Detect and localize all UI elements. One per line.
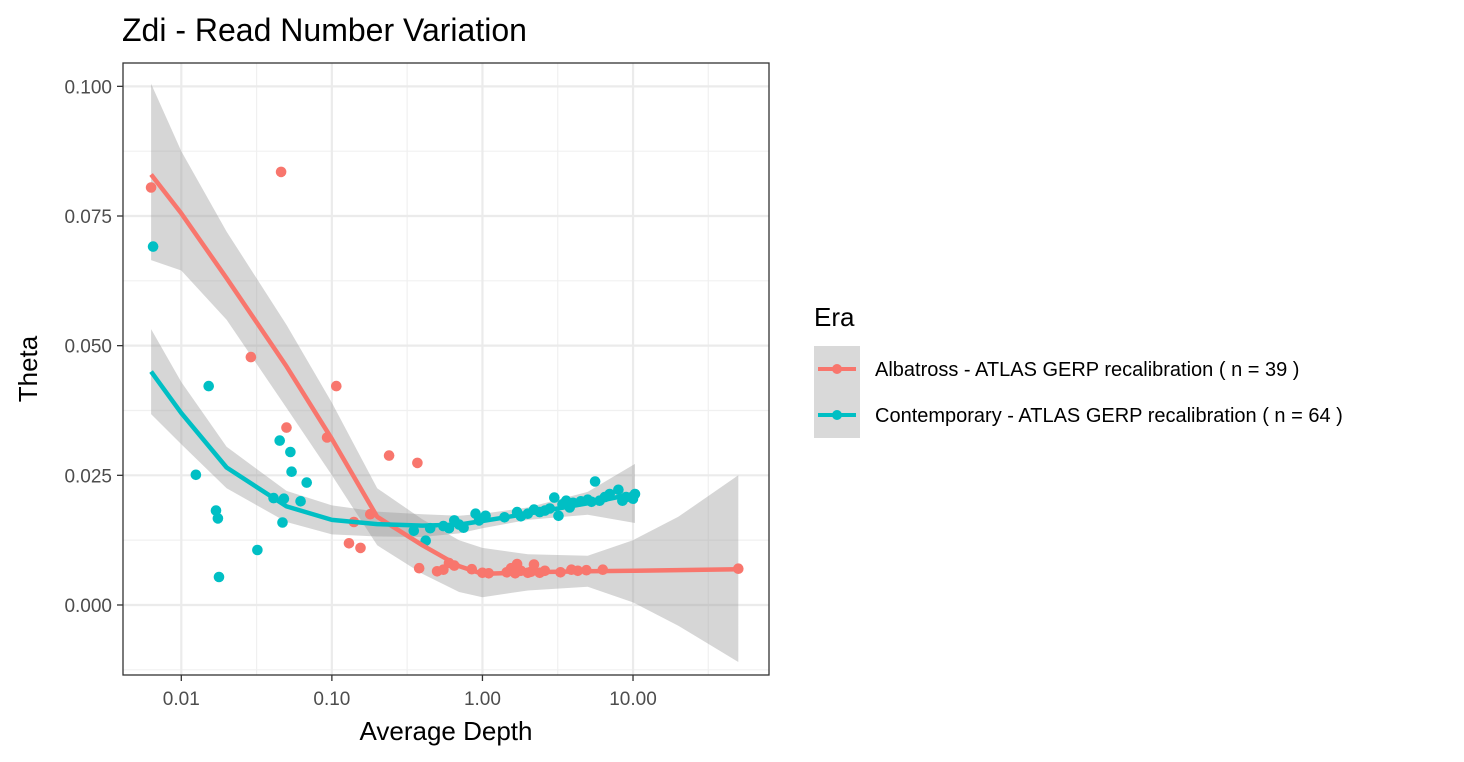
x-tick-label: 10.00 [609, 689, 657, 710]
data-point-contemporary [212, 513, 224, 524]
confidence-band-contemporary [151, 329, 635, 537]
data-point-contemporary [203, 380, 214, 392]
data-point-albatross [343, 538, 355, 549]
x-axis-title: Average Depth [360, 716, 533, 746]
data-point-albatross [281, 422, 292, 433]
y-axis: 0.000 0.025 0.050 0.075 0.100 [64, 77, 123, 617]
smooth-lines [149, 173, 739, 577]
data-point-albatross [412, 457, 423, 469]
y-tick-label: 0.075 [64, 207, 112, 228]
confidence-band-albatross [151, 83, 739, 662]
legend-label-albatross: Albatross - ATLAS GERP recalibration ( n… [875, 359, 1299, 381]
x-tick-label: 1.00 [464, 689, 501, 710]
y-tick-label: 0.025 [64, 466, 112, 487]
data-point-albatross [331, 380, 342, 392]
chart-title: Zdi - Read Number Variation [122, 12, 527, 48]
data-point-contemporary [295, 496, 306, 507]
legend-dot-albatross [832, 364, 842, 374]
confidence-bands [151, 83, 739, 662]
data-point-contemporary [147, 241, 159, 252]
panel-border [122, 62, 770, 676]
data-point-albatross [245, 351, 257, 363]
x-tick-label: 0.01 [163, 689, 200, 710]
data-point-contemporary [252, 544, 263, 556]
data-point-contemporary [549, 492, 560, 503]
data-point-contemporary [408, 525, 420, 537]
legend-item-contemporary: Contemporary - ATLAS GERP recalibration … [814, 392, 1343, 438]
data-point-albatross [145, 182, 157, 193]
data-point-albatross [355, 542, 366, 554]
data-point-albatross [383, 450, 395, 461]
data-point-contemporary [553, 510, 564, 522]
data-point-contemporary [589, 476, 601, 487]
data-point-contemporary [213, 571, 225, 583]
data-point-contemporary [613, 484, 624, 496]
data-point-contemporary [285, 446, 296, 458]
data-point-albatross [528, 559, 540, 570]
y-tick-label: 0.050 [64, 337, 112, 358]
legend-dot-contemporary [832, 410, 842, 420]
x-tick-label: 0.10 [313, 689, 350, 710]
data-point-contemporary [190, 469, 202, 481]
data-point-contemporary [274, 435, 286, 446]
grid-major [123, 63, 769, 675]
y-tick-label: 0.000 [64, 596, 112, 617]
y-axis-title: Theta [13, 335, 43, 402]
x-axis: 0.01 0.10 1.00 10.00 [163, 675, 657, 710]
legend-title: Era [814, 302, 855, 332]
legend: Era Albatross - ATLAS GERP recalibration… [814, 302, 1343, 438]
smooth-line-contemporary [149, 370, 636, 528]
data-point-albatross [275, 166, 287, 178]
data-point-contemporary [301, 477, 313, 488]
legend-item-albatross: Albatross - ATLAS GERP recalibration ( n… [814, 346, 1299, 392]
data-point-contemporary [277, 517, 288, 528]
y-tick-label: 0.100 [64, 77, 112, 98]
plot-panel [122, 62, 770, 676]
smooth-line-albatross [149, 173, 739, 577]
data-point-albatross [413, 562, 425, 574]
data-point-contemporary [286, 466, 297, 478]
legend-label-contemporary: Contemporary - ATLAS GERP recalibration … [875, 405, 1343, 427]
